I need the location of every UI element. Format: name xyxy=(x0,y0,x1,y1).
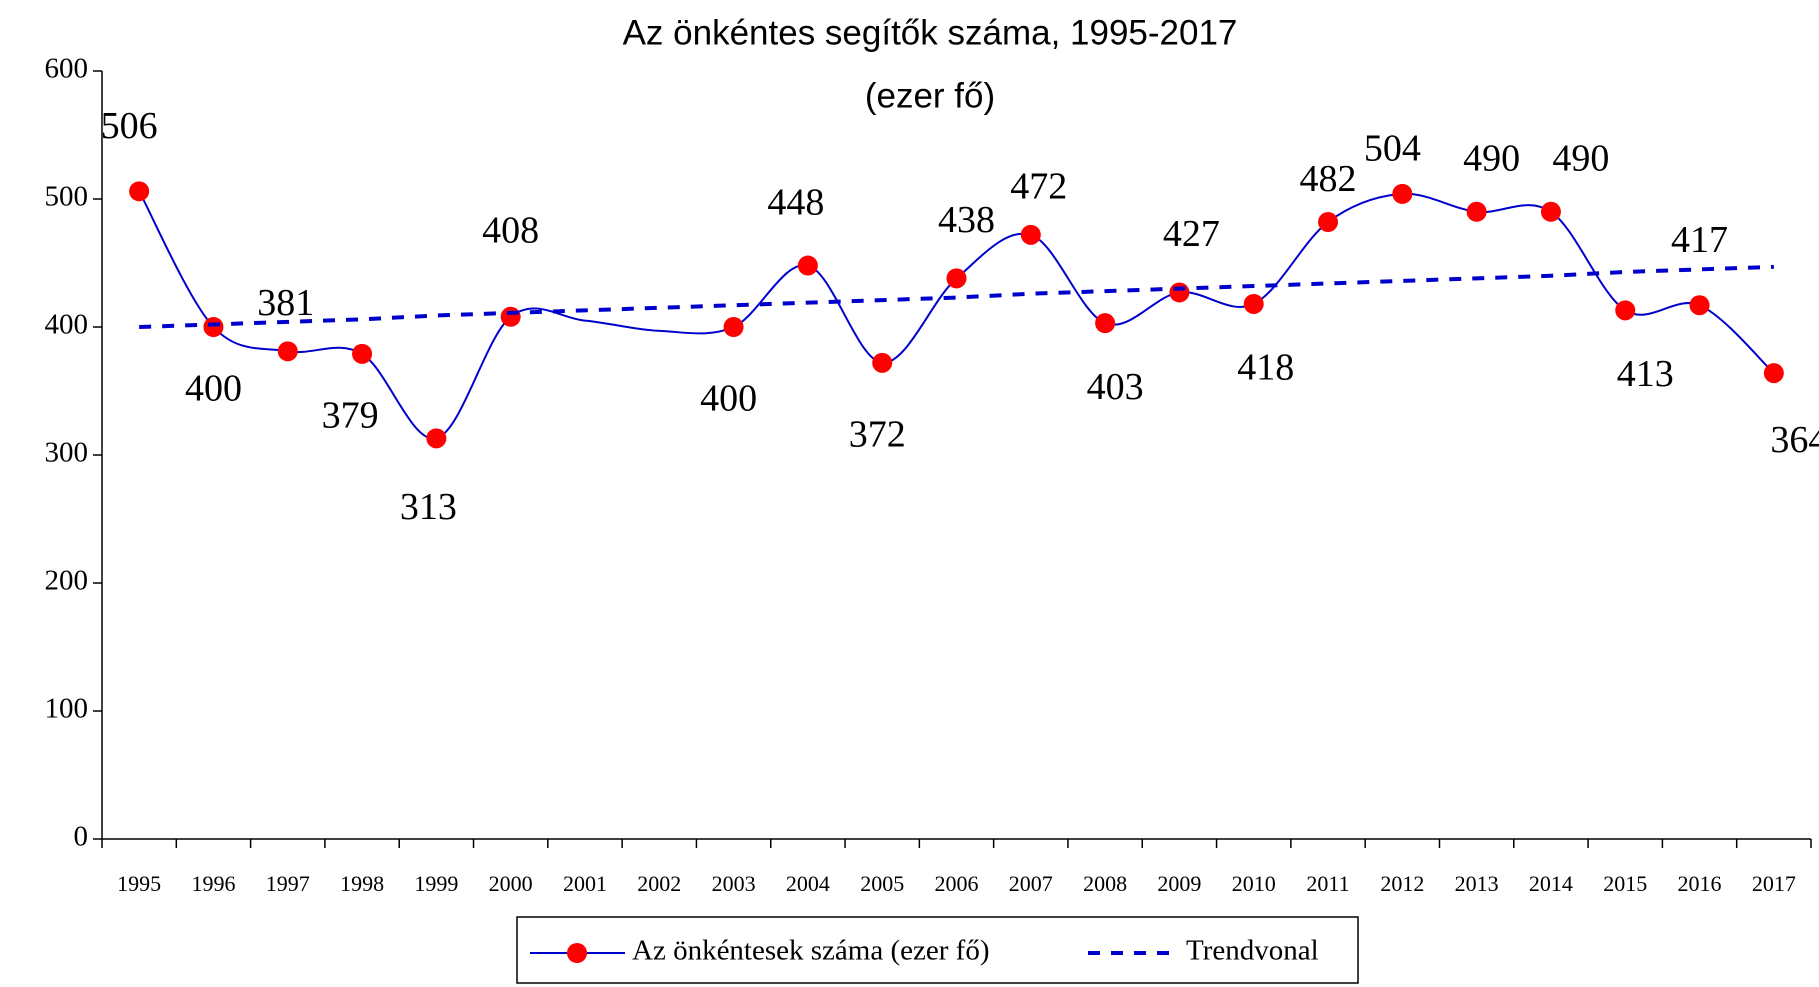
y-tick-label: 600 xyxy=(45,53,89,85)
y-tick-label: 500 xyxy=(45,181,89,213)
x-tick-label: 1995 xyxy=(117,871,161,896)
data-label: 381 xyxy=(257,282,314,324)
data-line xyxy=(138,190,1775,440)
x-tick-label: 2015 xyxy=(1603,871,1647,896)
data-label: 504 xyxy=(1364,128,1421,170)
legend-box xyxy=(516,916,1359,984)
x-tick-label: 2007 xyxy=(1009,871,1053,896)
data-label: 408 xyxy=(482,209,539,251)
legend-label: Trendvonal xyxy=(1186,935,1319,967)
x-tick-label: 2005 xyxy=(860,871,904,896)
x-tick-label: 2017 xyxy=(1752,871,1796,896)
data-marker xyxy=(1243,293,1264,314)
y-tick-label: 300 xyxy=(45,437,89,469)
data-marker xyxy=(1615,300,1636,321)
data-label: 400 xyxy=(185,368,242,410)
x-tick-label: 2002 xyxy=(637,871,681,896)
x-tick-label: 2001 xyxy=(563,871,607,896)
data-label: 472 xyxy=(1010,166,1067,208)
data-marker xyxy=(277,341,298,362)
data-marker xyxy=(1318,212,1339,233)
x-tick-label: 1996 xyxy=(191,871,235,896)
x-tick-label: 2000 xyxy=(489,871,533,896)
data-label: 418 xyxy=(1237,347,1294,389)
x-tick-label: 2013 xyxy=(1455,871,1499,896)
x-tick-label: 1998 xyxy=(340,871,384,896)
x-tick-label: 1997 xyxy=(266,871,310,896)
data-label: 379 xyxy=(322,395,379,437)
data-label: 400 xyxy=(700,378,757,420)
chart-subtitle: (ezer fő) xyxy=(865,76,995,115)
data-label: 427 xyxy=(1163,213,1220,255)
data-marker xyxy=(203,317,224,337)
x-tick-label: 2003 xyxy=(712,871,756,896)
data-marker xyxy=(1763,363,1784,384)
data-marker xyxy=(1095,313,1116,334)
data-marker xyxy=(1169,282,1190,303)
trend-line xyxy=(139,264,1774,329)
x-tick-label: 1999 xyxy=(414,871,458,896)
x-tick-label: 2016 xyxy=(1678,871,1722,896)
x-tick-label: 2004 xyxy=(786,871,830,896)
legend-marker xyxy=(567,943,587,963)
data-marker xyxy=(946,268,967,289)
x-tick-label: 2006 xyxy=(935,871,979,896)
x-tick-label: 2008 xyxy=(1083,871,1127,896)
data-label: 448 xyxy=(767,181,824,223)
data-label: 490 xyxy=(1552,138,1609,180)
y-tick-label: 200 xyxy=(45,565,89,597)
data-marker xyxy=(352,343,373,364)
x-tick-label: 2009 xyxy=(1157,871,1201,896)
y-tick-label: 0 xyxy=(74,821,89,853)
data-marker xyxy=(426,428,447,449)
data-label: 364 xyxy=(1770,419,1819,461)
data-marker xyxy=(1466,201,1487,222)
y-tick-label: 100 xyxy=(45,693,89,725)
data-marker xyxy=(500,306,521,327)
data-label: 313 xyxy=(400,486,457,528)
chart-title: Az önkéntes segítők száma, 1995-2017 xyxy=(623,13,1238,52)
y-tick-label: 400 xyxy=(45,309,89,341)
x-tick-label: 2014 xyxy=(1529,871,1573,896)
data-label: 482 xyxy=(1300,158,1357,200)
data-marker xyxy=(129,181,150,202)
x-tick-label: 2012 xyxy=(1380,871,1424,896)
data-label: 438 xyxy=(938,199,995,241)
data-label: 413 xyxy=(1617,353,1674,395)
x-tick-label: 2010 xyxy=(1232,871,1276,896)
data-marker xyxy=(1689,295,1710,316)
x-tick-label: 2011 xyxy=(1306,871,1349,896)
data-marker xyxy=(872,352,893,373)
data-marker xyxy=(1392,183,1413,204)
data-label: 490 xyxy=(1463,138,1520,180)
data-label: 417 xyxy=(1671,219,1728,261)
data-label: 403 xyxy=(1087,366,1144,408)
data-label: 506 xyxy=(101,105,158,147)
data-label: 372 xyxy=(849,414,906,456)
legend-label: Az önkéntesek száma (ezer fő) xyxy=(632,935,989,967)
data-marker xyxy=(1020,224,1041,245)
data-marker xyxy=(797,255,818,276)
data-marker xyxy=(1540,201,1561,222)
data-marker xyxy=(723,317,744,337)
